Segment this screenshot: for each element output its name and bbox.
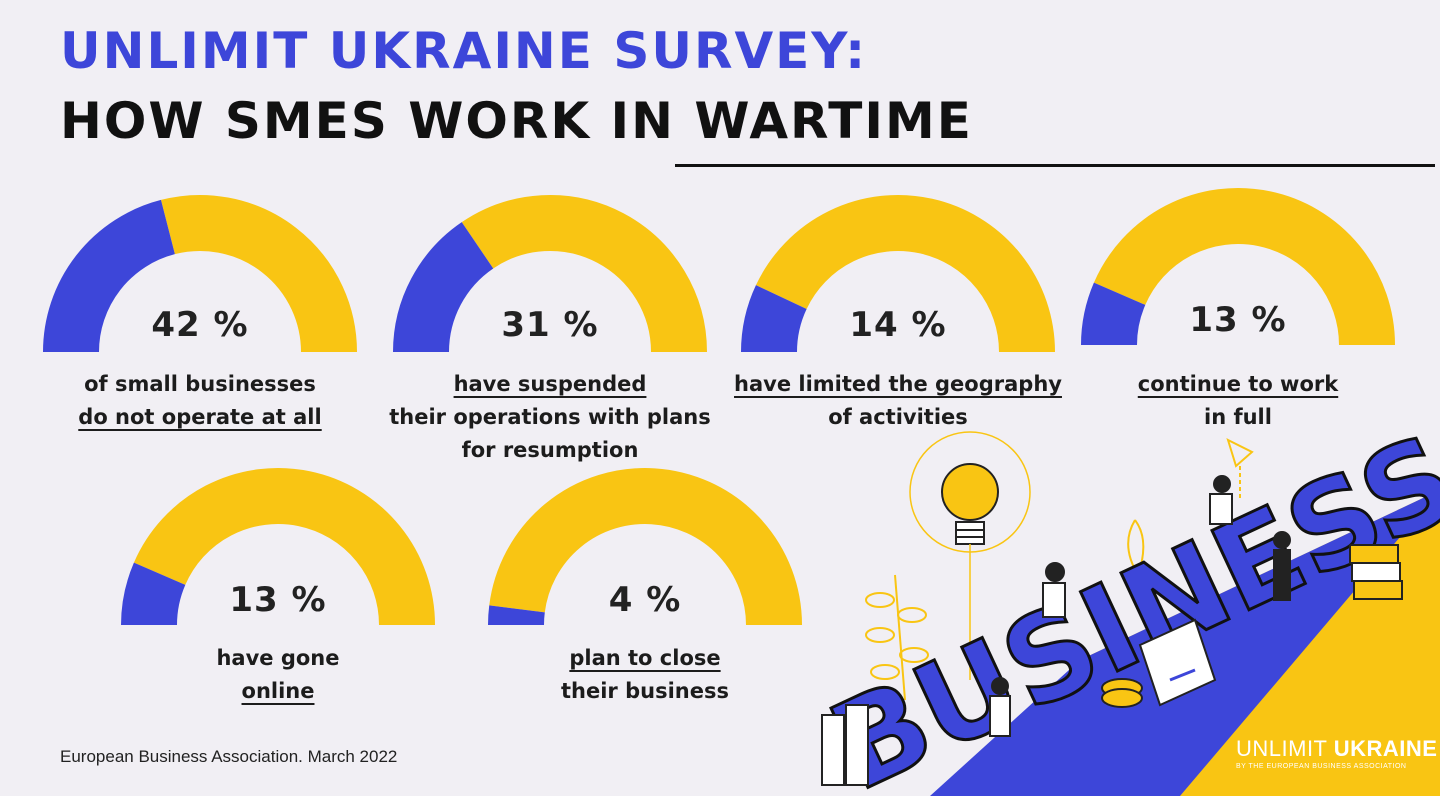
gauge-caption: of small businesses do not operate at all bbox=[45, 368, 355, 434]
books-icon bbox=[821, 544, 1403, 786]
gauge-caption-line: do not operate at all bbox=[78, 405, 322, 429]
gauge-value-arc bbox=[488, 605, 545, 626]
coin-icon bbox=[1101, 678, 1143, 708]
gauge-caption-line: have suspended bbox=[453, 372, 647, 396]
gauge-caption-line: have gone bbox=[216, 646, 340, 670]
title-line-2: HOW SMES WORK IN WARTIME bbox=[60, 92, 973, 150]
brand-name-bold: UKRAINE bbox=[1333, 736, 1438, 761]
gauge-value-label: 31 % bbox=[501, 305, 599, 345]
gauge-value-label: 42 % bbox=[151, 305, 249, 345]
gauge-value-arc bbox=[121, 562, 186, 626]
leaf-icon bbox=[865, 519, 1145, 701]
gauge-caption: have limited the geography of activities bbox=[715, 368, 1081, 434]
gauge-caption: plan to close their business bbox=[495, 642, 795, 708]
gauge-caption: have suspended their operations with pla… bbox=[372, 368, 728, 467]
title-line-1: UNLIMIT UKRAINE SURVEY: bbox=[60, 22, 868, 80]
gauge-caption-line: online bbox=[241, 679, 315, 703]
gauge-caption: have gone online bbox=[128, 642, 428, 708]
source-note: European Business Association. March 202… bbox=[60, 747, 398, 766]
gauge-value-label: 14 % bbox=[849, 305, 947, 345]
gauge-remaining-arc bbox=[160, 195, 357, 353]
brand-tagline: BY THE EUROPEAN BUSINESS ASSOCIATION bbox=[1236, 763, 1407, 770]
gauge-value-label: 13 % bbox=[229, 580, 327, 620]
gauge-remaining-arc bbox=[461, 195, 707, 353]
person-icon bbox=[989, 475, 1291, 737]
gauge-value-label: 13 % bbox=[1189, 300, 1287, 340]
gauge-value-arc bbox=[1081, 282, 1146, 346]
gauge-caption-line: their operations with plans bbox=[389, 405, 711, 429]
gauge-remaining-arc bbox=[133, 468, 435, 626]
gauge-caption: continue to work in full bbox=[1088, 368, 1388, 434]
gauge-caption-line: of activities bbox=[828, 405, 968, 429]
gauge-value-label: 4 % bbox=[608, 580, 682, 620]
paper-plane-icon bbox=[1226, 438, 1254, 500]
monitor-icon bbox=[1138, 618, 1217, 707]
gauge-value-arc bbox=[393, 222, 494, 353]
gauge-caption-line: of small businesses bbox=[84, 372, 316, 396]
title-underline-rule bbox=[675, 164, 1435, 167]
gauge-caption-line: in full bbox=[1204, 405, 1272, 429]
gauge-value-arc bbox=[43, 199, 176, 353]
gauge-caption-line: continue to work bbox=[1137, 372, 1339, 396]
gauge-caption-line: plan to close bbox=[569, 646, 721, 670]
gauge-value-arc bbox=[741, 285, 808, 353]
gauge-caption-line: have limited the geography bbox=[734, 372, 1062, 396]
gauge-remaining-arc bbox=[489, 468, 802, 626]
gauge-caption-line: their business bbox=[561, 679, 729, 703]
gauge-remaining-arc bbox=[1093, 188, 1395, 346]
gauge-remaining-arc bbox=[755, 195, 1055, 353]
gauge-caption-line: for resumption bbox=[461, 438, 639, 462]
brand-logo: UNLIMIT UKRAINE BY THE EUROPEAN BUSINESS… bbox=[1236, 736, 1437, 770]
brand-name-light: UNLIMIT bbox=[1236, 736, 1334, 761]
lightbulb-icon bbox=[909, 431, 1031, 680]
